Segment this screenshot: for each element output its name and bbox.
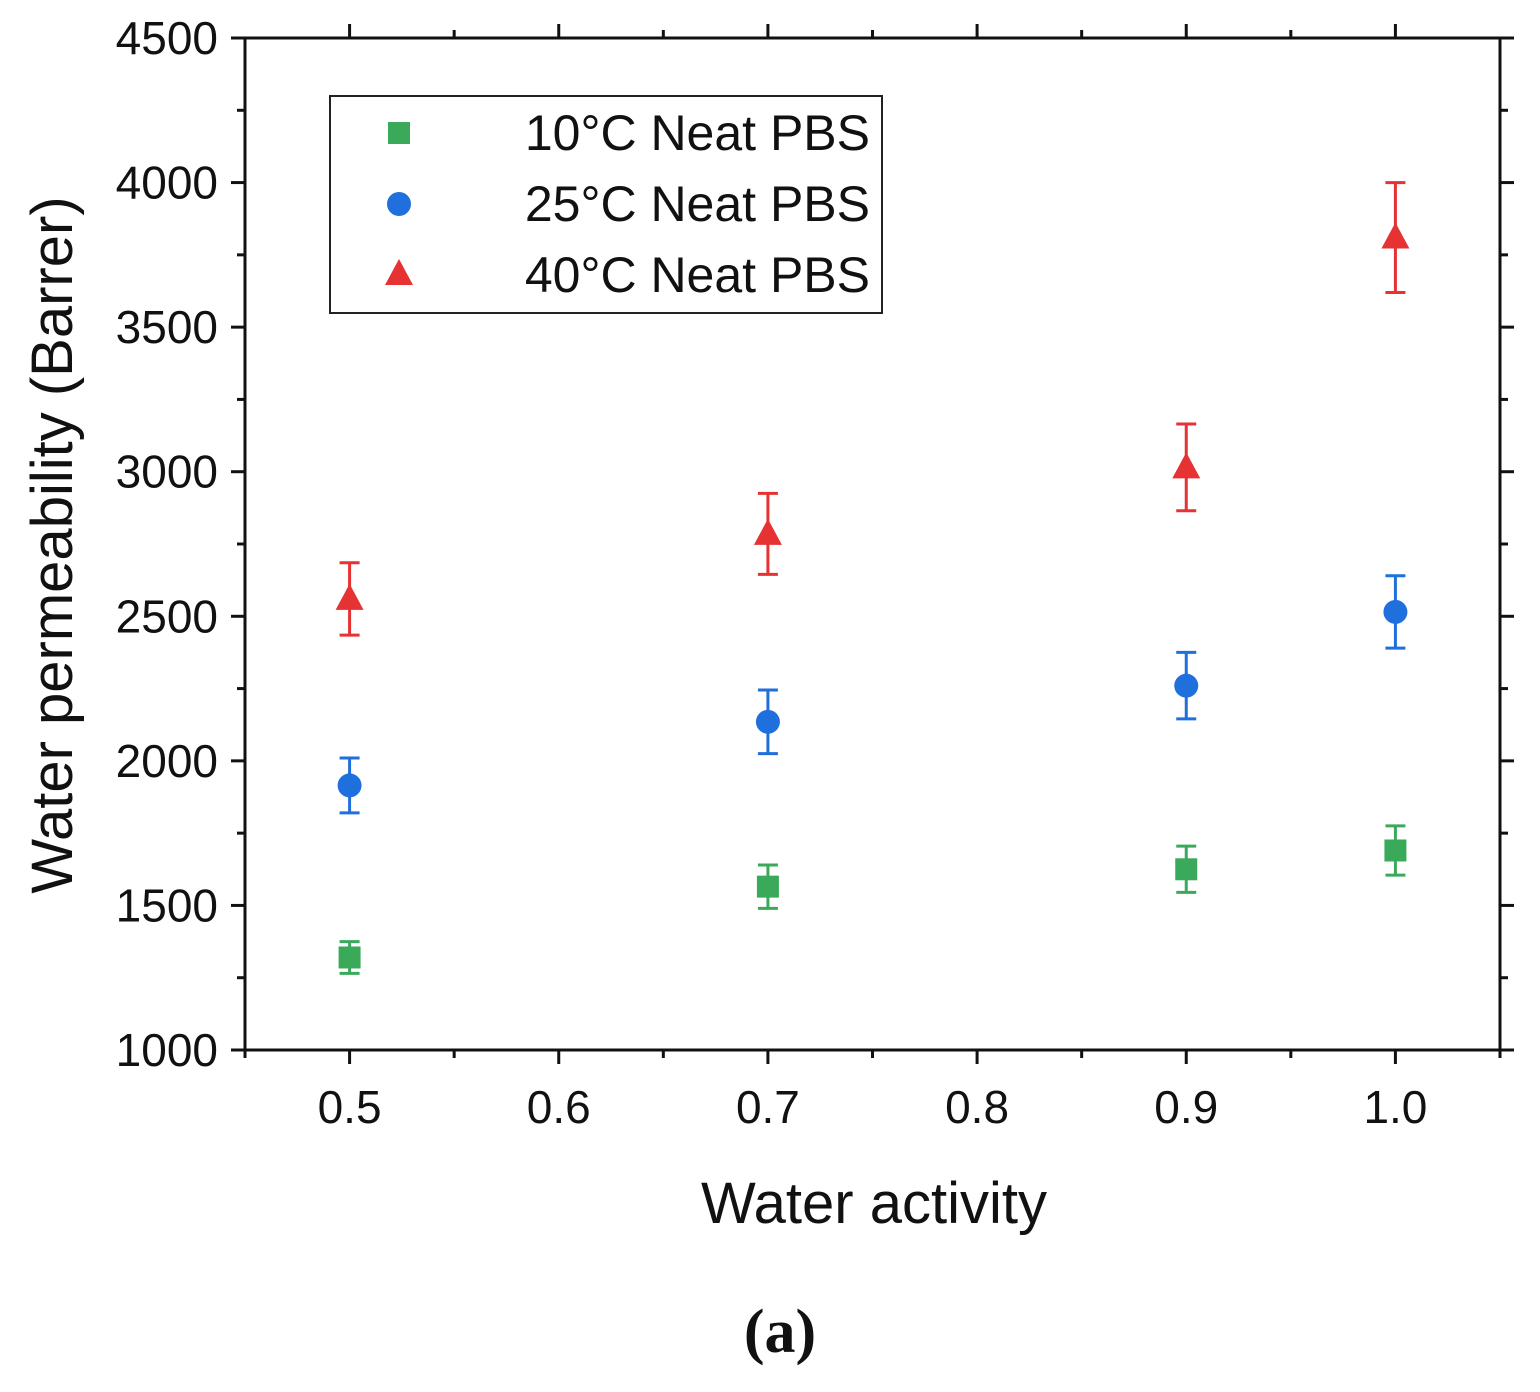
data-point bbox=[335, 583, 364, 610]
x-tick-label: 0.8 bbox=[945, 1081, 1009, 1133]
y-tick-label: 2000 bbox=[116, 735, 218, 787]
legend-marker-2 bbox=[385, 259, 413, 285]
y-axis-title: Water permeability (Barrer) bbox=[20, 196, 85, 893]
x-axis-title: Water activity bbox=[701, 1171, 1047, 1236]
x-tick-label: 1.0 bbox=[1363, 1081, 1427, 1133]
x-tick-label: 0.5 bbox=[318, 1081, 382, 1133]
data-point bbox=[756, 875, 779, 898]
data-point bbox=[755, 709, 780, 734]
x-tick-label: 0.6 bbox=[527, 1081, 591, 1133]
data-point bbox=[1175, 858, 1198, 881]
y-tick-label: 4500 bbox=[116, 12, 218, 64]
legend: 10°C Neat PBS 25°C Neat PBS 40°C Neat PB… bbox=[329, 95, 883, 314]
legend-box bbox=[329, 95, 883, 314]
legend-marker-1 bbox=[387, 192, 411, 216]
y-tick-label: 1000 bbox=[116, 1024, 218, 1076]
data-point bbox=[1172, 452, 1201, 479]
y-tick-label: 3000 bbox=[116, 446, 218, 498]
data-point bbox=[1381, 222, 1410, 249]
y-tick-label: 1500 bbox=[116, 879, 218, 931]
y-tick-label: 3500 bbox=[116, 301, 218, 353]
legend-entry-10c: 10°C Neat PBS bbox=[525, 105, 870, 161]
data-point bbox=[753, 518, 782, 545]
legend-entry-25c: 25°C Neat PBS bbox=[525, 176, 870, 232]
data-point bbox=[1174, 673, 1199, 698]
series-2 bbox=[335, 181, 1410, 637]
legend-entry-40c: 40°C Neat PBS bbox=[525, 247, 870, 303]
y-tick-label: 4000 bbox=[116, 157, 218, 209]
figure-caption: (a) bbox=[744, 1298, 816, 1366]
axis-ticks: 0.5 0.6 0.7 0.8 0.9 1.0 1000 1500 2000 2500 3000 35… bbox=[116, 12, 1514, 1133]
x-tick-label: 0.9 bbox=[1154, 1081, 1218, 1133]
data-point bbox=[1383, 599, 1408, 624]
data-points bbox=[335, 181, 1410, 975]
data-point bbox=[338, 946, 361, 969]
data-point bbox=[337, 773, 362, 798]
legend-markers bbox=[385, 122, 413, 285]
series-0 bbox=[338, 824, 1407, 975]
legend-marker-0 bbox=[388, 122, 410, 144]
y-tick-label: 2500 bbox=[116, 590, 218, 642]
series-1 bbox=[337, 574, 1408, 815]
data-point bbox=[1384, 839, 1407, 862]
x-tick-label: 0.7 bbox=[736, 1081, 800, 1133]
